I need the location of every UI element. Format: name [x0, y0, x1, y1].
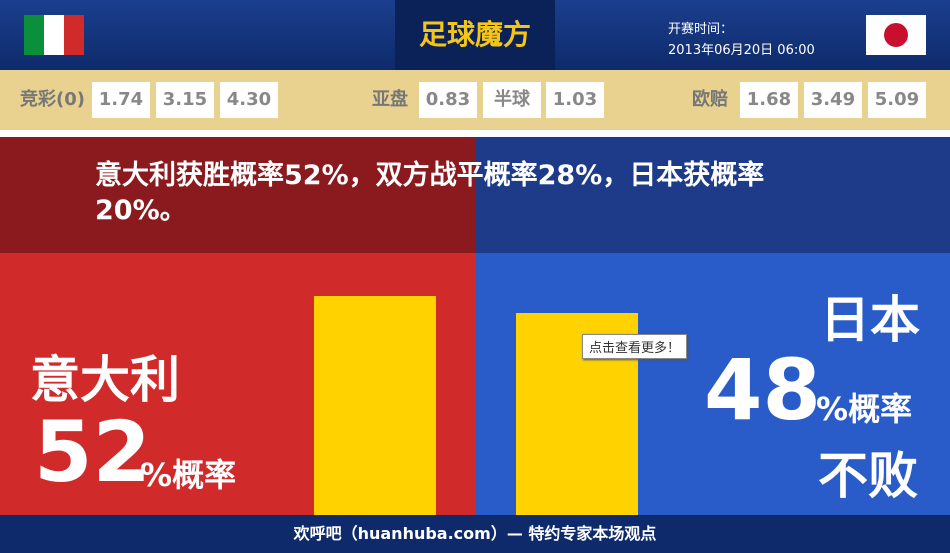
- suffix: 不败: [818, 447, 918, 505]
- headline-bg-right: [476, 137, 950, 253]
- tooltip[interactable]: 点击查看更多！: [582, 334, 688, 359]
- team-name: 日本: [820, 291, 920, 349]
- bar: [314, 296, 436, 515]
- flag-italy: [24, 15, 84, 55]
- headline-bg-left: [0, 137, 476, 253]
- odds-label: 欧赔: [692, 89, 728, 110]
- odds-value: 5.09: [868, 82, 926, 118]
- odds-value: 3.49: [804, 82, 862, 118]
- odds-value: 1.74: [92, 82, 150, 118]
- logo: 足球魔方: [395, 0, 555, 70]
- headline: 意大利获胜概率52%，双方战平概率28%，日本获概率20%。: [95, 160, 765, 226]
- odds-label: 亚盘: [372, 89, 408, 110]
- odds-value: 0.83: [419, 82, 477, 118]
- odds-value: 半球: [483, 82, 541, 118]
- time: 2013年06月20日 06:00: [668, 43, 815, 58]
- odds-label: 竞彩(0): [20, 89, 85, 110]
- footer: 欢呼吧（huanhuba.com）— 特约专家本场观点: [0, 515, 950, 553]
- probability: 48: [704, 341, 821, 439]
- odds-value: 1.03: [546, 82, 604, 118]
- flag-japan: [866, 15, 926, 55]
- time-label: 开赛时间：: [668, 22, 734, 37]
- odds-value: 4.30: [220, 82, 278, 118]
- odds-value: 1.68: [740, 82, 798, 118]
- probability-unit: %概率: [816, 390, 913, 428]
- team-name: 意大利: [30, 351, 180, 409]
- odds-value: 3.15: [156, 82, 214, 118]
- probability: 52: [34, 403, 151, 501]
- probability-unit: %概率: [140, 456, 237, 494]
